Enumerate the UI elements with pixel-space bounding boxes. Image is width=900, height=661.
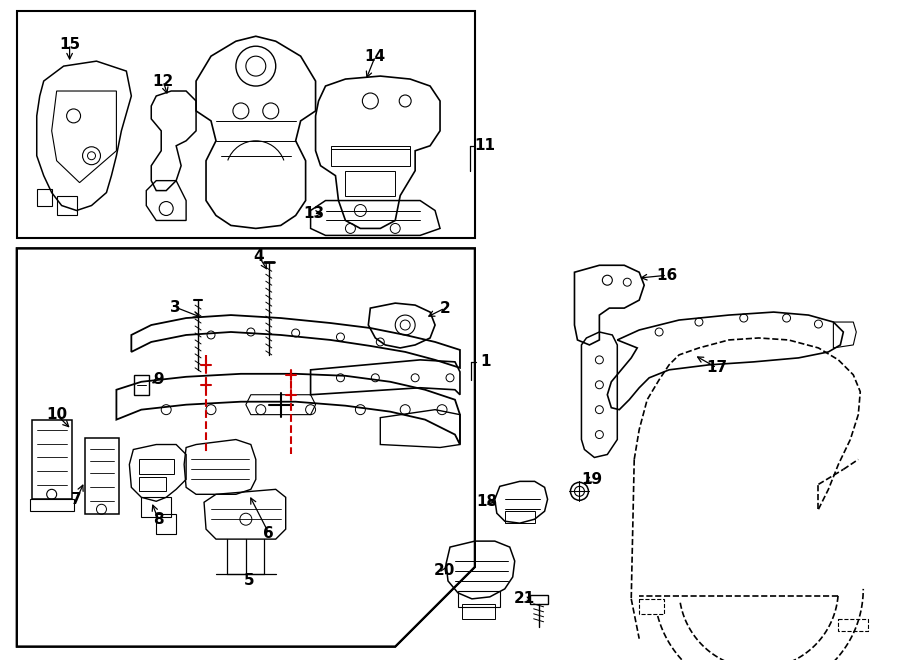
Text: 16: 16 [656,268,678,283]
Text: 21: 21 [514,592,536,606]
Text: 19: 19 [580,472,602,487]
Text: 17: 17 [706,360,727,375]
Text: 15: 15 [59,37,80,52]
Text: 11: 11 [474,138,495,153]
Text: 12: 12 [153,73,174,89]
Text: 18: 18 [476,494,498,509]
Text: 13: 13 [303,206,324,221]
Text: 5: 5 [244,574,254,588]
Text: 1: 1 [481,354,491,369]
Text: 4: 4 [254,249,264,264]
Polygon shape [17,249,475,646]
Text: 14: 14 [364,49,386,63]
Text: 10: 10 [46,407,68,422]
Text: 3: 3 [170,299,181,315]
Text: 8: 8 [153,512,164,527]
Text: 2: 2 [439,301,450,315]
Text: 7: 7 [71,492,82,507]
Text: 9: 9 [153,372,164,387]
Bar [17,11,475,239]
Text: 6: 6 [264,525,274,541]
Text: 20: 20 [433,563,454,578]
